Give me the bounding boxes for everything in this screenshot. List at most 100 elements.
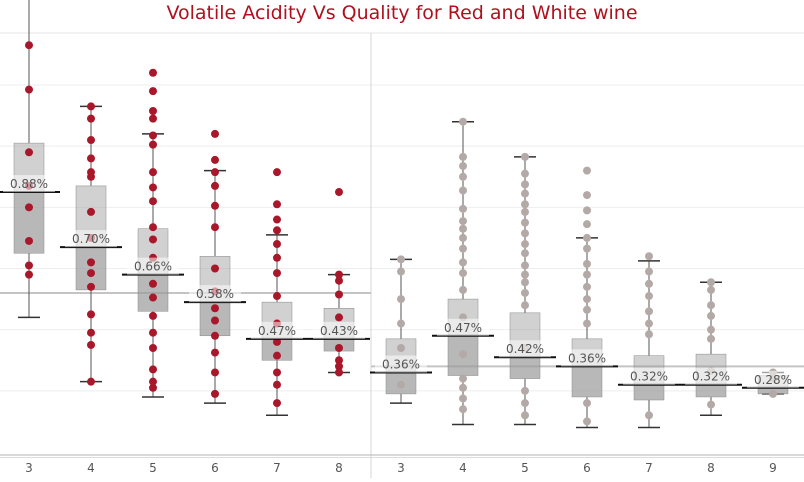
outlier-point [645,307,653,316]
outlier-point [645,411,653,420]
outlier-point [459,233,467,242]
outlier-point [211,389,219,398]
outlier-point [149,140,157,149]
outlier-point [149,344,157,353]
box-lower-quartile [695,384,727,398]
outlier-point [87,102,95,111]
outlier-point [211,168,219,177]
data-label-text: 0.58% [196,287,234,301]
outlier-point [273,399,281,408]
outlier-point [769,389,777,398]
outlier-point [707,334,715,343]
outlier-point [459,269,467,278]
box-lower-quartile [633,384,665,401]
outlier-point [273,269,281,278]
outlier-point [521,200,529,209]
data-label-text: 0.28% [754,373,792,387]
data-label-text: 0.36% [568,351,606,365]
data-label-background [747,370,799,388]
outlier-point [583,270,591,279]
data-label-background [499,340,551,358]
outlier-point [335,356,343,365]
outlier-point [211,316,219,325]
outlier-point [583,259,591,268]
outlier-point [459,162,467,171]
outlier-point [583,295,591,304]
outlier-point [459,152,467,161]
outlier-point [211,155,219,164]
outlier-point [335,344,343,353]
outlier-point [583,282,591,291]
outlier-point [211,129,219,138]
data-label-text: 0.36% [382,357,420,371]
data-label-text: 0.42% [506,342,544,356]
data-label-text: 0.66% [134,260,172,274]
outlier-point [149,106,157,115]
outlier-point [149,279,157,288]
outlier-point [149,377,157,386]
x-tick-label: 4 [459,461,467,475]
outlier-point [273,380,281,389]
outlier-point [645,279,653,288]
outlier-point [459,405,467,414]
data-label-background [65,230,117,248]
data-label-text: 0.32% [630,370,668,384]
outlier-point [149,293,157,302]
x-tick-label: 8 [707,461,715,475]
outlier-point [583,191,591,200]
outlier-point [211,331,219,340]
outlier-point [645,267,653,276]
outlier-point [211,304,219,313]
outlier-point [87,136,95,145]
data-label-background [189,285,241,303]
outlier-point [87,172,95,181]
outlier-point [273,168,281,177]
outlier-point [87,377,95,386]
outlier-point [273,200,281,209]
x-tick-label: 4 [87,461,95,475]
x-tick-label: 6 [583,461,591,475]
data-label-background [685,367,737,385]
outlier-point [459,217,467,226]
median-data-label: 0.28% [747,370,799,388]
x-tick-label: 7 [645,461,653,475]
outlier-point [583,305,591,314]
median-data-label: 0.47% [437,318,489,336]
outlier-point [149,168,157,177]
outlier-point [521,261,529,270]
median-data-label: 0.42% [499,340,551,358]
outlier-point [645,252,653,261]
median-data-label: 0.36% [561,349,613,367]
outlier-point [211,223,219,232]
outlier-point [397,319,405,328]
outlier-point [459,204,467,213]
outlier-point [335,276,343,285]
x-tick-label: 5 [521,461,529,475]
data-label-text: 0.43% [320,324,358,338]
outlier-point [87,269,95,278]
box-lower-quartile [509,356,541,379]
outlier-point [707,301,715,310]
outlier-point [397,295,405,304]
panel-white-wine: 0.36% 0.47% 0.42% 0.36% 0.32% 0.32% 0.28% [370,117,804,429]
outlier-point [521,278,529,287]
outlier-point [211,348,219,357]
outlier-point [335,313,343,322]
outlier-point [335,270,343,279]
data-label-text: 0.70% [72,232,110,246]
box-lower-quartile [571,366,603,398]
outlier-point [335,368,343,377]
outlier-point [149,183,157,192]
outlier-point [459,394,467,403]
outlier-point [273,240,281,249]
outlier-point [459,117,467,126]
outlier-point [645,319,653,328]
outlier-point [149,235,157,244]
outlier-point [25,236,33,245]
outlier-point [87,328,95,337]
outlier-point [273,368,281,377]
outlier-point [645,330,653,339]
outlier-point [459,224,467,233]
data-label-background [3,175,55,193]
